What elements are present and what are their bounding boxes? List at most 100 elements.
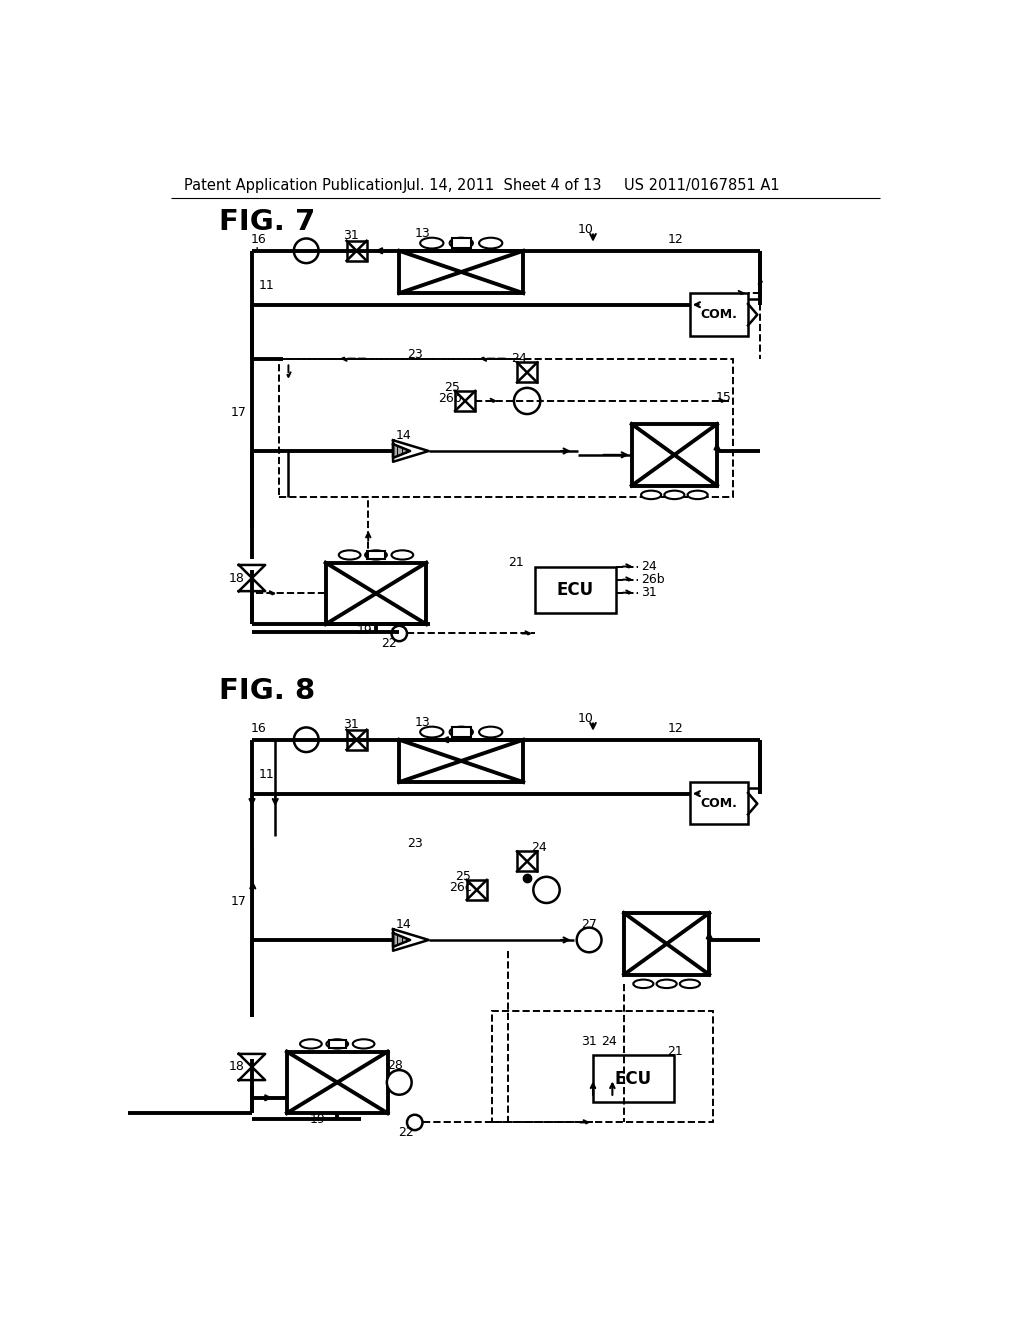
Text: 26b: 26b (438, 392, 462, 405)
Circle shape (407, 1114, 423, 1130)
Text: 17: 17 (231, 895, 247, 908)
Ellipse shape (687, 491, 708, 499)
Ellipse shape (680, 979, 700, 989)
Text: 31: 31 (343, 718, 359, 731)
Text: 19: 19 (310, 1113, 326, 1126)
Text: 15: 15 (716, 391, 731, 404)
Text: ECU: ECU (614, 1069, 652, 1088)
Ellipse shape (420, 238, 443, 248)
Bar (624, 913, 710, 974)
Bar (326, 562, 426, 624)
Text: 11: 11 (258, 768, 274, 781)
Text: COM.: COM. (700, 797, 737, 810)
Text: 13: 13 (415, 717, 430, 730)
Text: Jul. 14, 2011  Sheet 4 of 13: Jul. 14, 2011 Sheet 4 of 13 (403, 178, 603, 193)
Ellipse shape (665, 491, 684, 499)
Text: ECU: ECU (557, 581, 594, 598)
Text: 27: 27 (582, 917, 597, 931)
Text: 10: 10 (578, 223, 593, 236)
Bar (346, 240, 367, 261)
Bar (690, 293, 748, 335)
Text: 22: 22 (397, 1126, 414, 1139)
Text: US 2011/0167851 A1: US 2011/0167851 A1 (624, 178, 779, 193)
Ellipse shape (327, 1039, 348, 1048)
Ellipse shape (656, 979, 677, 989)
Text: 10: 10 (578, 711, 593, 725)
Text: COM.: COM. (700, 308, 737, 321)
Ellipse shape (391, 550, 414, 560)
Text: FIG. 7: FIG. 7 (219, 209, 315, 236)
Text: 24: 24 (601, 1035, 616, 1048)
Text: 21: 21 (667, 1045, 682, 1059)
Text: 25: 25 (444, 381, 460, 395)
Circle shape (391, 626, 407, 642)
Bar (280, 359, 732, 498)
Text: 24: 24 (641, 560, 656, 573)
Ellipse shape (633, 979, 653, 989)
Circle shape (534, 876, 560, 903)
Circle shape (577, 928, 601, 952)
Text: 25: 25 (455, 870, 471, 883)
Text: 24: 24 (531, 841, 547, 854)
Text: 12: 12 (668, 722, 683, 735)
Bar (517, 363, 538, 383)
Text: 17: 17 (231, 407, 247, 418)
Text: 11: 11 (258, 279, 274, 292)
Text: 12: 12 (668, 232, 683, 246)
Text: 16: 16 (251, 722, 266, 735)
Bar (690, 781, 748, 825)
Bar (493, 1011, 713, 1122)
Bar (399, 251, 523, 293)
Bar (368, 552, 385, 558)
Ellipse shape (450, 238, 473, 248)
Circle shape (294, 239, 318, 263)
Text: 28: 28 (387, 1059, 403, 1072)
Text: 16: 16 (251, 232, 266, 246)
Text: 18: 18 (228, 572, 245, 585)
Bar (455, 391, 475, 411)
Bar (452, 727, 471, 737)
Text: 31: 31 (343, 228, 359, 242)
Polygon shape (393, 444, 410, 458)
Bar (399, 739, 523, 781)
Text: Patent Application Publication: Patent Application Publication (183, 178, 402, 193)
Circle shape (387, 1071, 412, 1094)
Ellipse shape (450, 726, 473, 738)
Bar (346, 730, 367, 750)
Ellipse shape (479, 238, 503, 248)
Circle shape (294, 727, 318, 752)
Ellipse shape (641, 491, 662, 499)
Text: 26b: 26b (641, 573, 665, 586)
Text: 21: 21 (508, 556, 523, 569)
Bar (593, 1056, 675, 1102)
Text: ·: · (254, 243, 259, 256)
Bar (467, 880, 486, 900)
Ellipse shape (420, 726, 443, 738)
Circle shape (514, 388, 541, 414)
Text: 22: 22 (381, 638, 397, 649)
Text: 18: 18 (228, 1060, 245, 1073)
Ellipse shape (479, 726, 503, 738)
Text: 24: 24 (512, 352, 527, 366)
Text: 31: 31 (641, 586, 656, 599)
Text: 14: 14 (395, 917, 411, 931)
Bar (452, 239, 471, 248)
Ellipse shape (366, 550, 387, 560)
Ellipse shape (352, 1039, 375, 1048)
Text: 23: 23 (407, 837, 423, 850)
Text: 23: 23 (407, 348, 423, 362)
Text: 19: 19 (356, 624, 373, 638)
Text: 14: 14 (395, 429, 411, 442)
Text: 31: 31 (582, 1035, 597, 1048)
Text: FIG. 8: FIG. 8 (219, 677, 315, 705)
Bar (287, 1052, 388, 1113)
Ellipse shape (300, 1039, 322, 1048)
Bar (329, 1040, 346, 1048)
Polygon shape (393, 933, 410, 946)
Bar (632, 424, 717, 486)
Text: 13: 13 (415, 227, 430, 240)
Ellipse shape (339, 550, 360, 560)
Bar (535, 566, 616, 612)
Text: 26c: 26c (450, 880, 472, 894)
Bar (517, 851, 538, 871)
